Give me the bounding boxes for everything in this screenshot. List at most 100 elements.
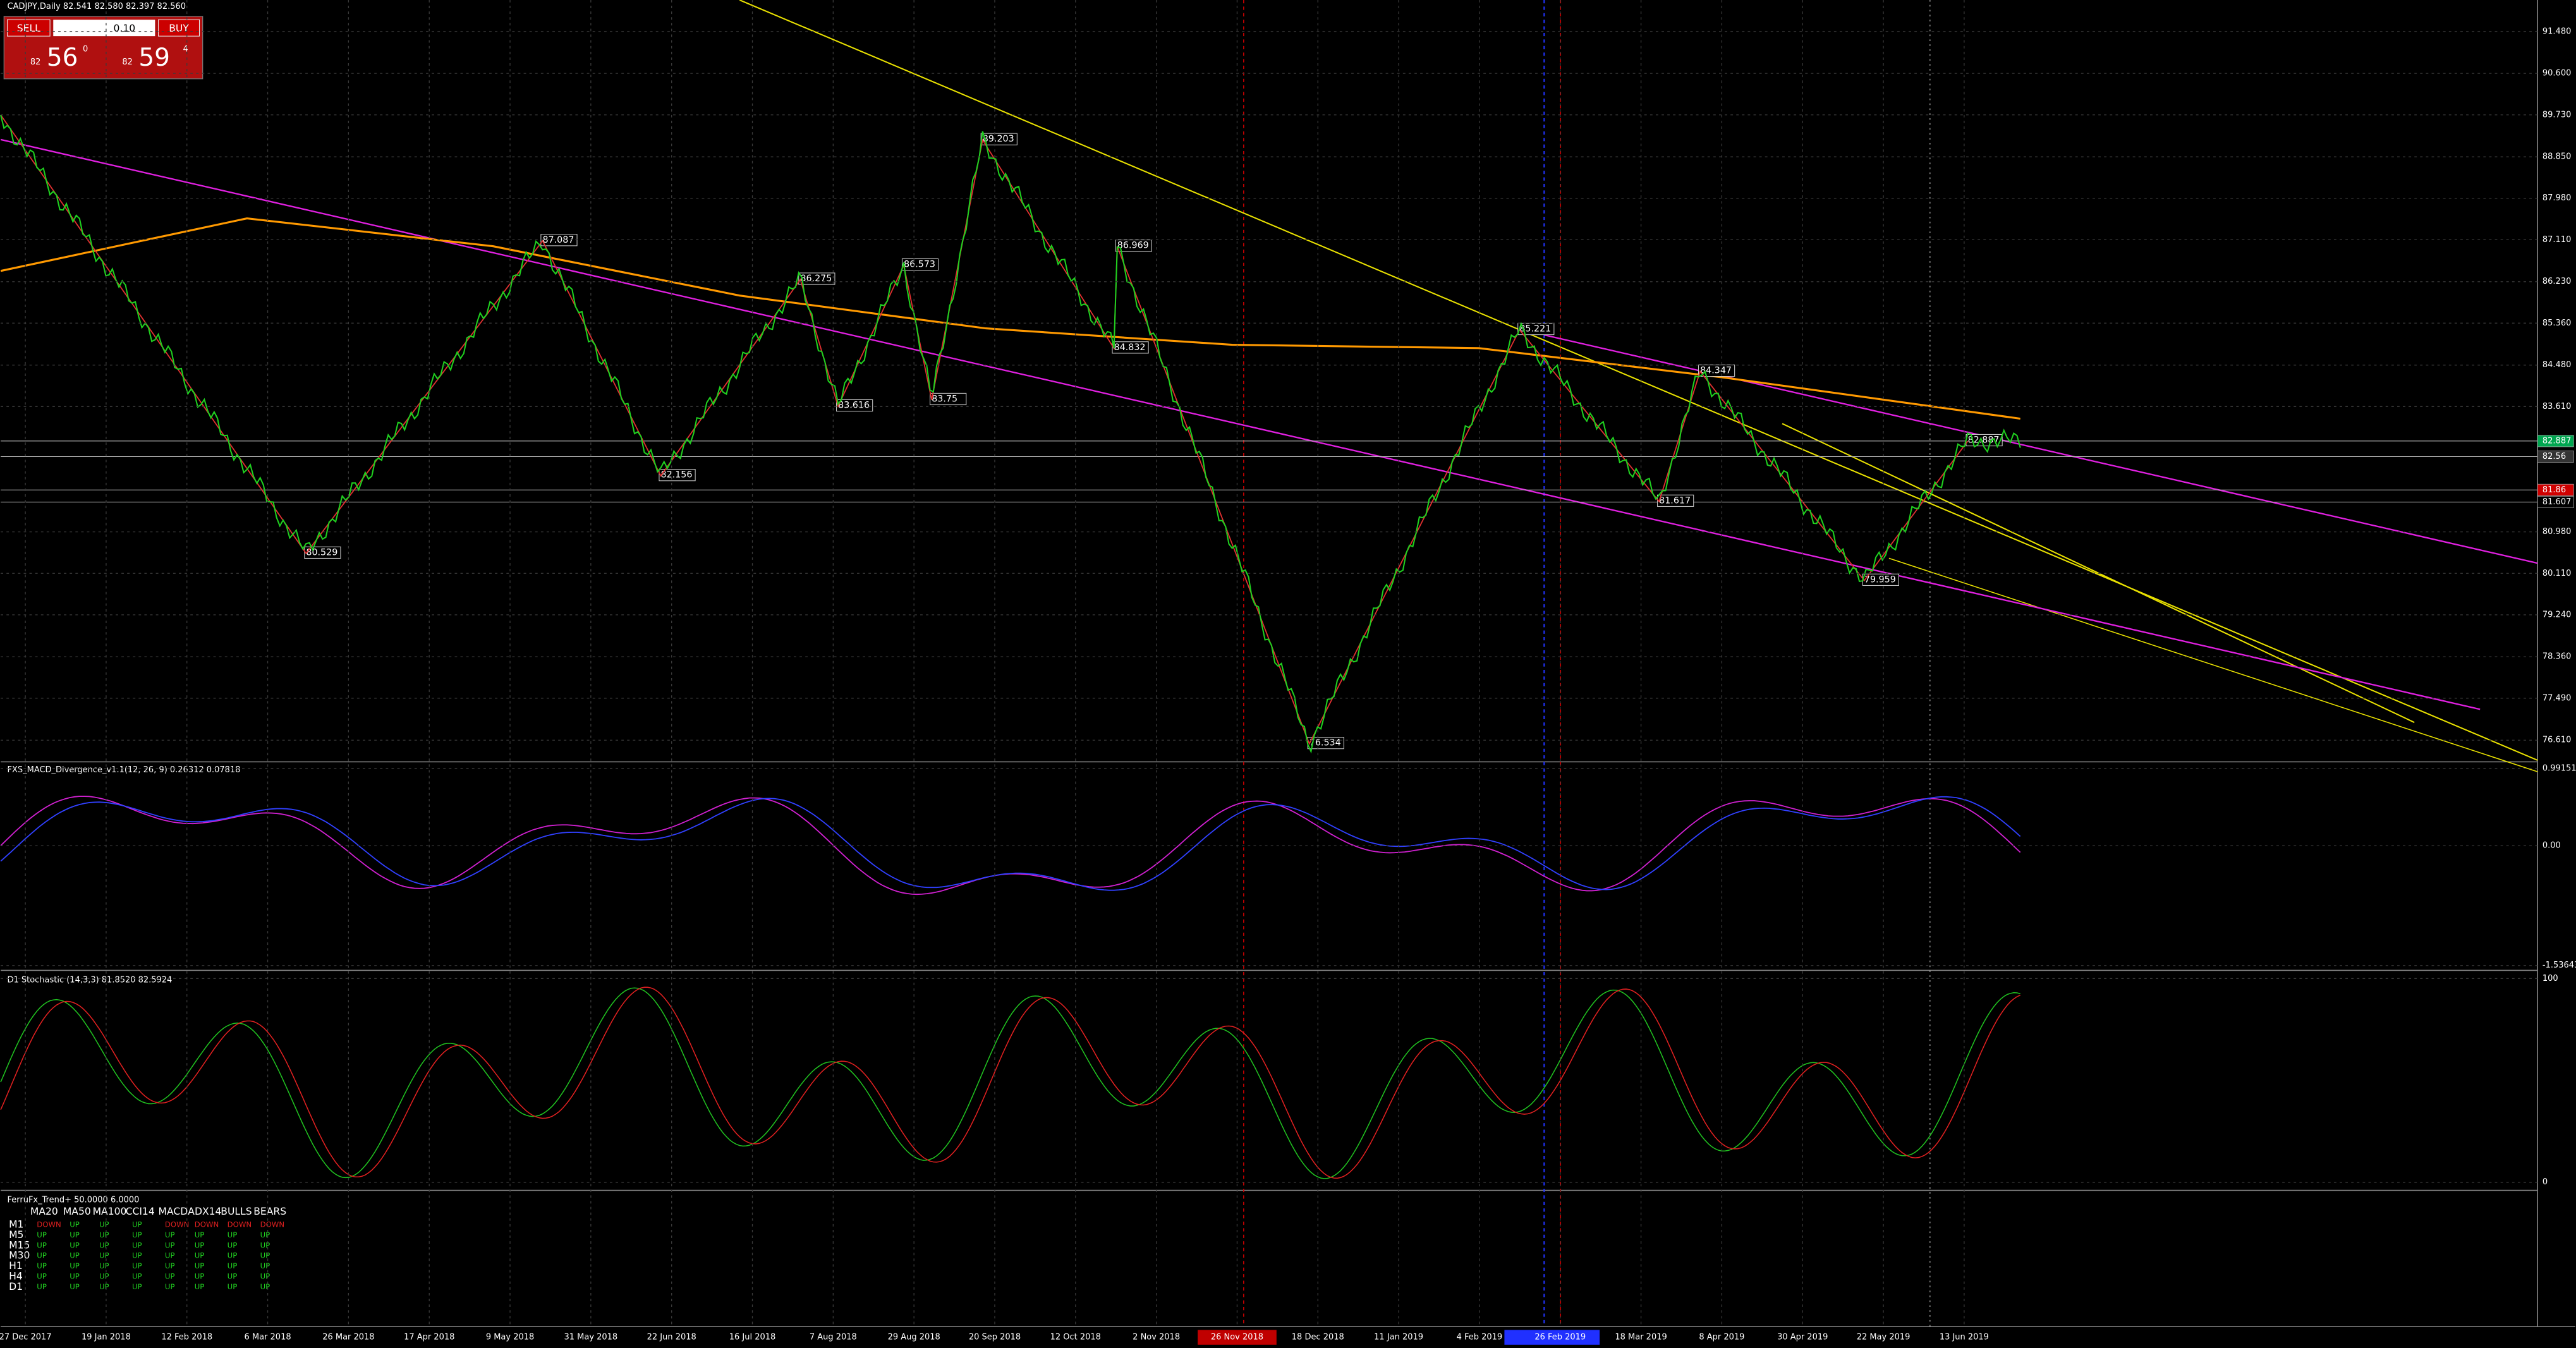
stoch-main bbox=[0, 987, 2020, 1179]
price-marker-label: 82.56 bbox=[2543, 452, 2566, 461]
sell-price-big: 82 bbox=[30, 58, 41, 67]
swing-label-bg bbox=[304, 546, 341, 559]
trend-cell: UP bbox=[195, 1261, 205, 1270]
swing-label-bg bbox=[1657, 494, 1694, 507]
y-tick-label: 0.00 bbox=[2543, 841, 2561, 851]
swing-label: 85.221 bbox=[1519, 324, 1551, 334]
y-tick-label: 89.730 bbox=[2543, 110, 2571, 119]
swing-label: 84.832 bbox=[1114, 343, 1146, 353]
trend-timeframe: M15 bbox=[9, 1239, 30, 1251]
x-tick-label: 4 Feb 2019 bbox=[1457, 1333, 1503, 1342]
trend-cell: UP bbox=[37, 1282, 47, 1291]
trend-cell: DOWN bbox=[165, 1220, 190, 1229]
trend-cell: UP bbox=[70, 1230, 80, 1239]
trend-cell: DOWN bbox=[260, 1220, 285, 1229]
trend-cell: UP bbox=[195, 1272, 205, 1280]
trend-timeframe: H1 bbox=[9, 1260, 23, 1272]
price-marker bbox=[2537, 435, 2574, 447]
y-tick-label: 0 bbox=[2543, 1177, 2548, 1187]
trend-cell: UP bbox=[37, 1261, 47, 1270]
price-marker bbox=[2537, 483, 2574, 496]
y-tick-label: 77.490 bbox=[2543, 693, 2571, 703]
x-tick-label: 2 Nov 2018 bbox=[1133, 1333, 1180, 1342]
swing-label: 84.347 bbox=[1700, 365, 1732, 375]
x-tick-label: 12 Oct 2018 bbox=[1050, 1333, 1101, 1342]
date-highlight bbox=[1504, 1330, 1600, 1345]
buy-label: BUY bbox=[169, 23, 189, 34]
sell-price-main: 56 bbox=[47, 44, 78, 72]
x-tick-label: 26 Nov 2018 bbox=[1211, 1333, 1263, 1342]
swing-label: 83.616 bbox=[838, 401, 870, 411]
x-tick-label: 18 Mar 2019 bbox=[1615, 1333, 1667, 1342]
price-marker bbox=[2537, 495, 2574, 508]
trend-cell: UP bbox=[37, 1272, 47, 1280]
trend-cell: UP bbox=[70, 1282, 80, 1291]
trend-cell: UP bbox=[70, 1261, 80, 1270]
swing-label-bg bbox=[659, 469, 696, 482]
chart-header: CADJPY,Daily 82.541 82.580 82.397 82.560 bbox=[8, 2, 186, 11]
swing-label: 86.573 bbox=[904, 260, 935, 270]
price-path bbox=[0, 114, 2021, 754]
x-tick-label: 29 Aug 2018 bbox=[888, 1333, 940, 1342]
y-tick-label: -1.53643 bbox=[2543, 961, 2576, 970]
x-tick-label: 6 Mar 2018 bbox=[245, 1333, 291, 1342]
trend-cell: UP bbox=[99, 1282, 109, 1291]
y-tick-label: 87.110 bbox=[2543, 235, 2571, 245]
trend-cell: UP bbox=[99, 1220, 109, 1229]
y-tick-label: 80.980 bbox=[2543, 527, 2571, 537]
trend-cell: UP bbox=[228, 1272, 238, 1280]
y-tick-label: 80.110 bbox=[2543, 569, 2571, 578]
trend-cell: UP bbox=[37, 1251, 47, 1260]
trend-cell: UP bbox=[70, 1251, 80, 1260]
trend-timeframe: M5 bbox=[9, 1229, 23, 1241]
trend-cell: UP bbox=[132, 1220, 142, 1229]
swing-label: 83.75 bbox=[932, 394, 957, 404]
swing-label: 86.275 bbox=[800, 274, 832, 284]
macd-signal bbox=[0, 796, 2021, 891]
trend-column: MA100 bbox=[93, 1206, 127, 1217]
trend-cell: UP bbox=[70, 1272, 80, 1280]
x-tick-label: 12 Feb 2018 bbox=[161, 1333, 212, 1342]
trend-cell: UP bbox=[99, 1261, 109, 1270]
swing-label-bg bbox=[798, 272, 835, 285]
x-tick-label: 17 Apr 2018 bbox=[404, 1333, 454, 1342]
trend-cell: UP bbox=[37, 1230, 47, 1239]
lot-value: 0.10 bbox=[113, 23, 135, 34]
trend-cell: UP bbox=[99, 1230, 109, 1239]
swing-label: 81.617 bbox=[1659, 495, 1691, 506]
y-tick-label: 87.980 bbox=[2543, 193, 2571, 203]
y-tick-label: 0.99151 bbox=[2543, 763, 2576, 773]
lot-input[interactable] bbox=[53, 20, 155, 37]
indicator-layer bbox=[0, 796, 2021, 1179]
trend-column: MA20 bbox=[30, 1206, 58, 1217]
x-tick-label: 13 Jun 2019 bbox=[1940, 1333, 1989, 1342]
y-tick-label: 86.230 bbox=[2543, 277, 2571, 286]
date-highlight bbox=[1198, 1330, 1277, 1345]
trend-cell: UP bbox=[195, 1230, 205, 1239]
y-tick-label: 83.610 bbox=[2543, 402, 2571, 411]
buy-button[interactable] bbox=[158, 19, 200, 37]
buy-price-big: 82 bbox=[122, 58, 133, 67]
price-marker-label: 82.887 bbox=[2543, 436, 2571, 446]
sell-button[interactable] bbox=[7, 19, 51, 37]
trend-timeframe: M30 bbox=[9, 1250, 30, 1261]
trend-timeframe: H4 bbox=[9, 1270, 23, 1282]
trend-cell: UP bbox=[165, 1230, 175, 1239]
buy-price-main: 59 bbox=[138, 44, 170, 72]
trend-timeframe: M1 bbox=[9, 1219, 23, 1230]
trend-cell: UP bbox=[195, 1251, 205, 1260]
stoch-signal bbox=[0, 987, 2021, 1179]
x-tick-label: 27 Dec 2017 bbox=[0, 1333, 52, 1342]
trend-cell: UP bbox=[165, 1261, 175, 1270]
y-tick-label: 78.360 bbox=[2543, 652, 2571, 662]
trend-cell: UP bbox=[165, 1272, 175, 1280]
trend-cell: UP bbox=[260, 1241, 270, 1249]
y-tick-label: 90.600 bbox=[2543, 69, 2571, 78]
swing-label-bg bbox=[930, 392, 967, 406]
trend-cell: UP bbox=[260, 1230, 270, 1239]
x-tick-label: 19 Jan 2018 bbox=[82, 1333, 131, 1342]
trend-cell: UP bbox=[228, 1230, 238, 1239]
trend-cell: UP bbox=[132, 1230, 142, 1239]
x-tick-label: 26 Mar 2018 bbox=[322, 1333, 374, 1342]
